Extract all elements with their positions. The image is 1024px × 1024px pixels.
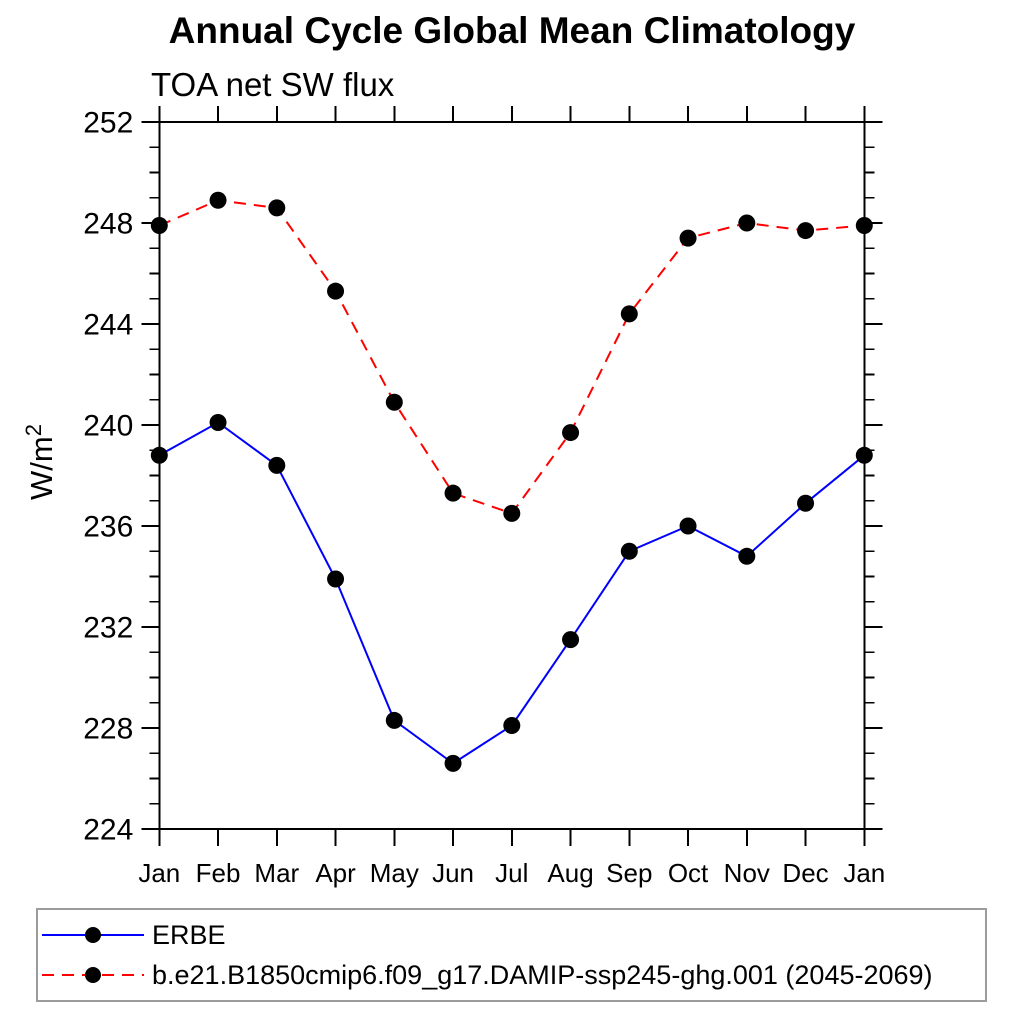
series-markers-erbe	[150, 413, 873, 772]
legend-sample-erbe-line	[42, 927, 144, 943]
svg-text:244: 244	[83, 309, 133, 342]
svg-text:Feb: Feb	[196, 858, 241, 888]
y-axis-title: W/m2	[21, 424, 59, 500]
svg-text:240: 240	[83, 410, 133, 443]
svg-text:252: 252	[83, 107, 133, 140]
legend-label-erbe: ERBE	[152, 919, 226, 950]
svg-text:Apr: Apr	[315, 858, 356, 888]
legend-item-model: b.e21.B1850cmip6.f09_g17.DAMIP-ssp245-gh…	[38, 955, 985, 995]
chart-subtitle: TOA net SW flux	[151, 66, 395, 103]
y-tick-labels: 224 228 232 236 240 244 248 252	[83, 107, 133, 847]
legend-marker-dot	[85, 927, 101, 943]
series-markers-model	[150, 191, 873, 522]
svg-text:228: 228	[83, 713, 133, 746]
legend-label-model: b.e21.B1850cmip6.f09_g17.DAMIP-ssp245-gh…	[152, 959, 933, 990]
svg-text:Dec: Dec	[782, 858, 828, 888]
legend-box: ERBE b.e21.B1850cmip6.f09_g17.DAMIP-ssp2…	[36, 908, 987, 1002]
legend-sample-model-line	[42, 967, 144, 983]
svg-text:Nov: Nov	[724, 858, 770, 888]
svg-text:May: May	[370, 858, 419, 888]
svg-text:Jul: Jul	[495, 858, 528, 888]
svg-text:Sep: Sep	[606, 858, 652, 888]
legend-item-erbe: ERBE	[38, 915, 985, 955]
axis-ticks	[141, 106, 883, 846]
svg-text:Jun: Jun	[432, 858, 474, 888]
svg-text:Mar: Mar	[254, 858, 299, 888]
chart-title: Annual Cycle Global Mean Climatology	[168, 10, 856, 51]
svg-text:Jan: Jan	[138, 858, 180, 888]
x-tick-labels: Jan Feb Mar Apr May Jun Jul Aug Sep Oct Nov Dec Jan	[138, 858, 885, 888]
svg-text:Oct: Oct	[668, 858, 709, 888]
plot-frame	[158, 121, 866, 830]
svg-text:232: 232	[83, 612, 133, 645]
svg-text:248: 248	[83, 208, 133, 241]
svg-text:224: 224	[83, 814, 133, 847]
legend-marker-dot	[85, 967, 101, 983]
series-line-erbe	[158, 421, 865, 765]
svg-text:236: 236	[83, 511, 133, 544]
series-line-model	[158, 199, 865, 515]
svg-text:Jan: Jan	[843, 858, 885, 888]
svg-text:Aug: Aug	[547, 858, 593, 888]
